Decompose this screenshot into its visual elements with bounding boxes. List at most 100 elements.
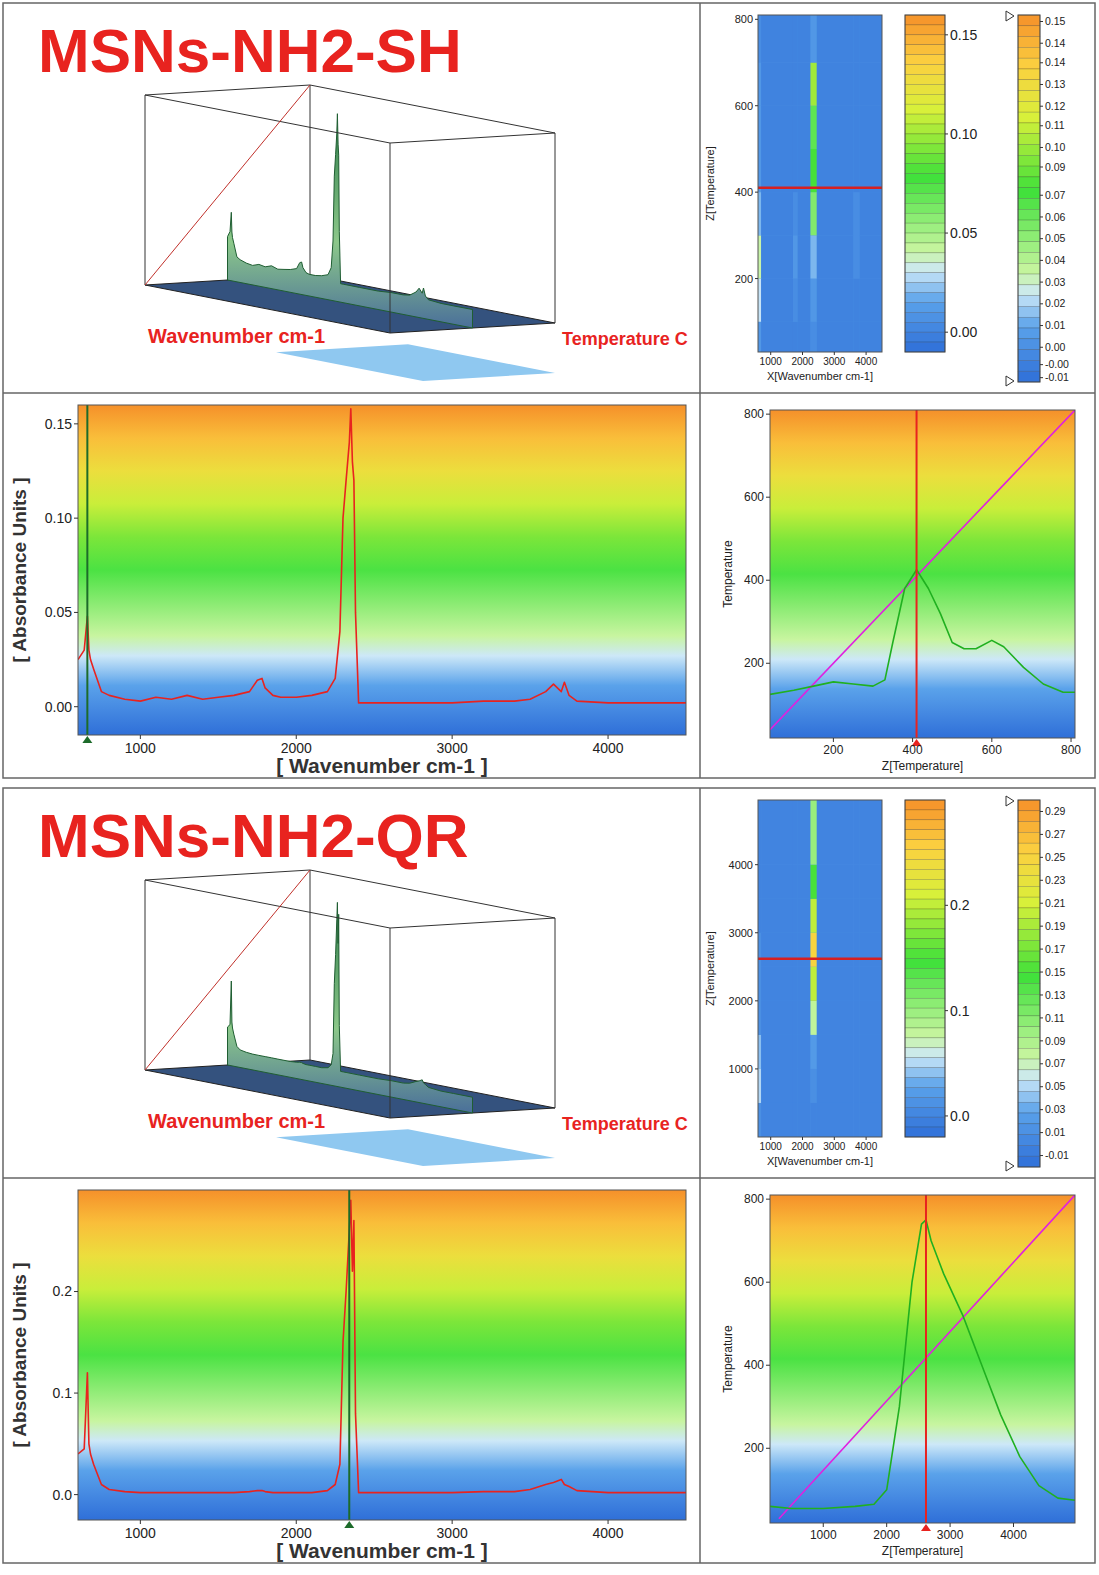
- heatmap-cell: [793, 899, 798, 933]
- heatmap-cell: [853, 865, 859, 899]
- colorbar-strip: [1018, 811, 1040, 822]
- colorbar-label: 0.11: [1045, 1012, 1065, 1024]
- tick-label: 3000: [729, 927, 753, 939]
- colorbar-strip: [905, 25, 945, 35]
- tick-label: 0.1: [53, 1385, 73, 1401]
- tick: [755, 278, 758, 279]
- colorbar-tick: [1040, 347, 1043, 348]
- colorbar-tick: [1040, 147, 1043, 148]
- colorbar-tick: [1040, 949, 1043, 950]
- cursor-marker: [921, 1524, 931, 1531]
- tick-label: 0.0: [53, 1487, 73, 1503]
- colorbar-strip: [905, 929, 945, 939]
- colorbar-label: -0.01: [1045, 371, 1069, 383]
- heatmap-cell: [853, 967, 859, 1001]
- heatmap-cell: [761, 279, 793, 322]
- cursor-line: [758, 187, 882, 190]
- tick: [766, 1199, 770, 1200]
- heatmap-cell: [860, 149, 882, 192]
- colorbar-tick: [1040, 125, 1043, 126]
- tick: [866, 1137, 867, 1140]
- colorbar-strip: [1018, 994, 1040, 1005]
- heatmap-cell: [810, 933, 816, 967]
- heatmap-cell: [817, 192, 854, 235]
- heatmap-cell: [853, 15, 859, 63]
- colorbar-strip: [1018, 242, 1040, 253]
- tick-label: 4000: [855, 356, 878, 367]
- heatmap-cell: [793, 235, 798, 278]
- heatmap-cell: [793, 1001, 798, 1035]
- tick: [766, 1448, 770, 1449]
- colorbar-tick: [1040, 1040, 1043, 1041]
- colorbar-tick: [1040, 1063, 1043, 1064]
- colorbar-strip: [905, 273, 945, 283]
- colorbar-strip: [1018, 984, 1040, 995]
- colorbar-strip: [1018, 47, 1040, 58]
- axis-title: Temperature C: [562, 1114, 688, 1134]
- tick-label: 2000: [791, 356, 814, 367]
- colorbar-frame: [905, 15, 945, 352]
- colorbar-label: 0.09: [1045, 1035, 1066, 1047]
- colorbar-strip: [1018, 1059, 1040, 1070]
- heatmap-cell: [853, 1001, 859, 1035]
- box-edge: [310, 870, 311, 1060]
- colorbar-strip: [1018, 1037, 1040, 1048]
- box-edge: [145, 870, 310, 880]
- heatmap-cell: [798, 933, 811, 967]
- heatmap-cell: [853, 1103, 859, 1137]
- colorbar-tick: [1040, 282, 1043, 283]
- box-edge: [555, 133, 556, 323]
- colorbar-strip: [905, 332, 945, 342]
- heatmap-cell: [761, 1001, 793, 1035]
- tick: [755, 19, 758, 20]
- plot-frame: [770, 410, 1075, 738]
- colorbar-tick: [1040, 1086, 1043, 1087]
- colorbar-strip: [1018, 1016, 1040, 1027]
- colorbar-label: 0.09: [1045, 161, 1066, 173]
- heatmap-cell: [793, 279, 798, 322]
- heatmap-cell: [853, 149, 859, 192]
- colorbar-label: 0.19: [1045, 920, 1066, 932]
- colorbar-strip: [905, 1068, 945, 1078]
- tick: [296, 1520, 297, 1524]
- colorbar-tick: [945, 133, 948, 134]
- colorbar-label: 0.03: [1045, 276, 1066, 288]
- cursor-marker: [344, 1521, 354, 1528]
- colorbar-strip: [905, 969, 945, 979]
- tick-label: 800: [735, 13, 753, 25]
- colorbar-label: 0.01: [1045, 319, 1066, 331]
- heatmap-cell: [860, 800, 882, 865]
- heatmap-cell: [761, 899, 793, 933]
- projection-plane: [276, 344, 555, 381]
- heatmap-cell: [793, 63, 798, 106]
- colorbar-strip: [905, 302, 945, 312]
- heatmap-cell: [853, 933, 859, 967]
- plot-marks: [78, 405, 686, 735]
- colorbar-strip: [905, 114, 945, 124]
- axis-title: Temperature C: [562, 329, 688, 349]
- colorbar-tick: [1040, 84, 1043, 85]
- colorbar-strip: [1018, 123, 1040, 134]
- tick-label: 2000: [729, 995, 753, 1007]
- heatmap-cell: [817, 933, 854, 967]
- heatmap-cell: [793, 1035, 798, 1069]
- heatmap-cell: [860, 15, 882, 63]
- tick: [74, 1494, 78, 1495]
- heatmap-cell: [860, 1035, 882, 1069]
- axis-title: Wavenumber cm-1: [148, 1110, 325, 1132]
- colorbar-label: 0.00: [1045, 341, 1066, 353]
- heatmap-cell: [798, 149, 811, 192]
- colorbar-tick: [1040, 238, 1043, 239]
- colorbar-strip: [1018, 252, 1040, 263]
- section-divider: [699, 788, 701, 1563]
- colorbar-strip: [905, 233, 945, 243]
- heatmap-cell: [793, 15, 798, 63]
- colorbar-strip: [905, 144, 945, 154]
- colorbar-strip: [905, 1107, 945, 1117]
- axis-title: Z[Temperature]: [882, 759, 963, 773]
- tick: [1013, 1523, 1014, 1527]
- tick: [766, 497, 770, 498]
- heatmap-cell: [817, 865, 854, 899]
- colorbar-strip: [905, 840, 945, 850]
- colorbar-label: 0.01: [1045, 1126, 1066, 1138]
